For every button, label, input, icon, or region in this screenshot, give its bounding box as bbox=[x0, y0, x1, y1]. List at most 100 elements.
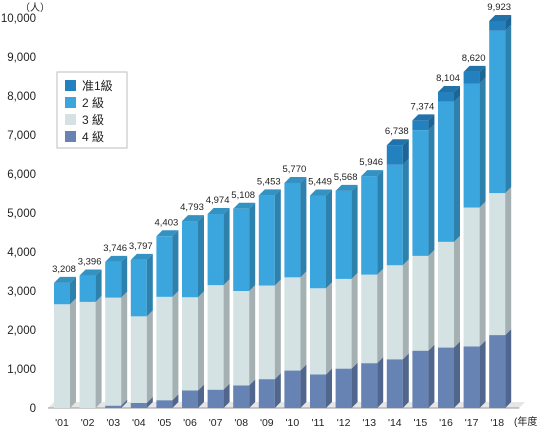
x-tick-label: '11 bbox=[312, 417, 325, 429]
y-tick-label: 6,000 bbox=[7, 169, 36, 181]
y-axis-unit: （人） bbox=[20, 2, 50, 14]
bar-total-label: 5,568 bbox=[334, 172, 358, 183]
bar-segment-side bbox=[95, 269, 102, 302]
bar-segment-side bbox=[454, 341, 460, 408]
bar-total-label: 3,396 bbox=[78, 257, 102, 268]
bar-segment bbox=[310, 374, 326, 408]
bar-segment-side bbox=[198, 215, 204, 298]
bar-top bbox=[54, 276, 76, 283]
bar-segment bbox=[489, 30, 506, 194]
y-tick-label: 8,000 bbox=[7, 91, 36, 103]
bar-total-label: 3,746 bbox=[103, 243, 127, 254]
bar-segment-side bbox=[428, 114, 435, 131]
bar-top bbox=[258, 189, 281, 196]
bar-top bbox=[438, 85, 460, 92]
bar-total-label: 3,797 bbox=[129, 241, 153, 252]
bar-segment-side bbox=[274, 189, 281, 286]
bar-total-label: 4,793 bbox=[180, 202, 204, 213]
bar-total-label: 6,738 bbox=[385, 126, 409, 137]
bar-segment bbox=[233, 291, 250, 386]
bar-segment-side bbox=[505, 187, 512, 336]
bar-total-label: 5,946 bbox=[359, 157, 383, 168]
bar-segment-side bbox=[274, 279, 281, 380]
bar-segment bbox=[182, 390, 198, 408]
bar-segment bbox=[54, 282, 70, 305]
bar-segment bbox=[386, 359, 403, 408]
bar-segment bbox=[207, 285, 224, 390]
bar-segment bbox=[463, 346, 480, 408]
bar-segment-side bbox=[172, 394, 179, 408]
bar-segment bbox=[182, 297, 198, 391]
bar-top bbox=[156, 230, 179, 237]
bar-segment-side bbox=[479, 340, 486, 408]
bar-segment-side bbox=[223, 279, 230, 390]
x-tick-label: '16 bbox=[439, 417, 453, 429]
bar-segment bbox=[335, 278, 352, 369]
bar-segment bbox=[284, 182, 301, 278]
x-tick-label: '06 bbox=[183, 417, 197, 429]
x-tick-label: '03 bbox=[106, 417, 120, 429]
x-tick-label: '09 bbox=[260, 417, 274, 429]
bar-segment bbox=[258, 379, 275, 408]
bar-segment bbox=[438, 101, 454, 242]
bar-segment bbox=[156, 400, 173, 408]
x-tick-label: '17 bbox=[465, 417, 479, 429]
bar-top bbox=[335, 184, 358, 191]
bar-segment bbox=[130, 259, 147, 317]
bar-top bbox=[105, 255, 128, 262]
bar-segment-side bbox=[121, 291, 128, 406]
bar-segment-side bbox=[428, 249, 435, 351]
bar-segment bbox=[156, 296, 173, 401]
x-tick-label: '10 bbox=[286, 417, 300, 429]
bar-segment bbox=[489, 193, 506, 336]
bar-segment-side bbox=[479, 77, 486, 208]
x-tick-label: '05 bbox=[158, 417, 172, 429]
y-tick-label: 2,000 bbox=[7, 325, 36, 337]
bar-segment bbox=[105, 261, 122, 298]
bar-top bbox=[207, 208, 230, 215]
y-tick-label: 7,000 bbox=[7, 130, 36, 142]
bar-segment-side bbox=[223, 208, 230, 286]
bar-total-label: 5,770 bbox=[283, 164, 307, 175]
bar-segment-side bbox=[326, 368, 332, 408]
x-tick-label: '15 bbox=[414, 417, 428, 429]
bar-segment-side bbox=[300, 176, 307, 278]
bar-segment bbox=[105, 297, 122, 406]
bar-segment bbox=[489, 21, 506, 31]
bar-segment-side bbox=[351, 362, 358, 408]
bar-segment bbox=[233, 385, 250, 408]
bar-segment-side bbox=[454, 235, 460, 348]
x-tick-label: '13 bbox=[362, 417, 376, 429]
legend-label: 2 級 bbox=[82, 96, 104, 110]
bar-segment-side bbox=[146, 310, 153, 403]
bar-segment bbox=[412, 130, 429, 256]
legend-label: 3 級 bbox=[82, 113, 104, 127]
bar-segment-side bbox=[121, 399, 128, 408]
bar-segment-side bbox=[326, 189, 332, 289]
bar-segment bbox=[438, 91, 454, 102]
bar-top bbox=[386, 139, 409, 146]
bar-segment bbox=[284, 370, 301, 408]
bar-segment-side bbox=[300, 271, 307, 371]
bar-segment bbox=[463, 71, 480, 84]
bar-total-label: 5,108 bbox=[231, 190, 255, 201]
x-axis-unit: (年度) bbox=[514, 415, 537, 428]
bar-segment bbox=[233, 208, 250, 291]
bar-segment-side bbox=[121, 255, 128, 298]
bar-segment-side bbox=[300, 364, 307, 408]
bar-segment-side bbox=[326, 282, 332, 375]
bar-segment-side bbox=[454, 95, 460, 242]
y-tick-label: 9,000 bbox=[7, 52, 36, 64]
bar-segment bbox=[79, 275, 96, 302]
bar-segment bbox=[54, 304, 70, 408]
bar-segment-side bbox=[249, 285, 256, 386]
bar-segment-side bbox=[377, 268, 384, 364]
bar-segment-side bbox=[146, 396, 153, 408]
bar-top bbox=[310, 189, 332, 196]
bar-segment-side bbox=[95, 295, 102, 408]
y-tick-label: 3,000 bbox=[7, 286, 36, 298]
bar-segment-side bbox=[454, 85, 460, 102]
legend-label: 4 級 bbox=[82, 130, 104, 144]
